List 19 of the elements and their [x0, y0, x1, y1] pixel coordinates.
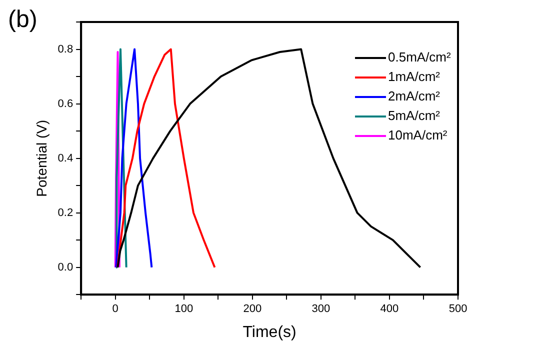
x-tick-label: 300	[312, 303, 330, 316]
legend-label: 2mA/cm²	[388, 88, 441, 104]
legend-label: 1mA/cm²	[388, 69, 441, 84]
y-tick-label: 0.6	[58, 98, 74, 110]
text: (b)	[8, 6, 38, 34]
x-tick-label: 400	[380, 303, 399, 316]
y-tick-label: 0.2	[58, 206, 74, 219]
legend-label: 0.5mA/cm²	[388, 50, 452, 65]
legend-label: 5mA/cm²	[388, 108, 441, 124]
legend-label: 10mA/cm²	[388, 128, 448, 143]
x-tick-label: 200	[243, 303, 262, 316]
y-tick-label: 0.4	[58, 152, 74, 164]
x-tick-label: 0	[112, 303, 118, 316]
y-tick-label: 0.8	[58, 43, 74, 56]
x-tick-label: 500	[448, 303, 468, 316]
y-tick-label: 0.0	[58, 261, 74, 274]
y-axis-title: Potential (V)	[33, 120, 50, 197]
x-axis-title: Time(s)	[242, 324, 296, 341]
x-tick-label: 100	[174, 303, 194, 316]
